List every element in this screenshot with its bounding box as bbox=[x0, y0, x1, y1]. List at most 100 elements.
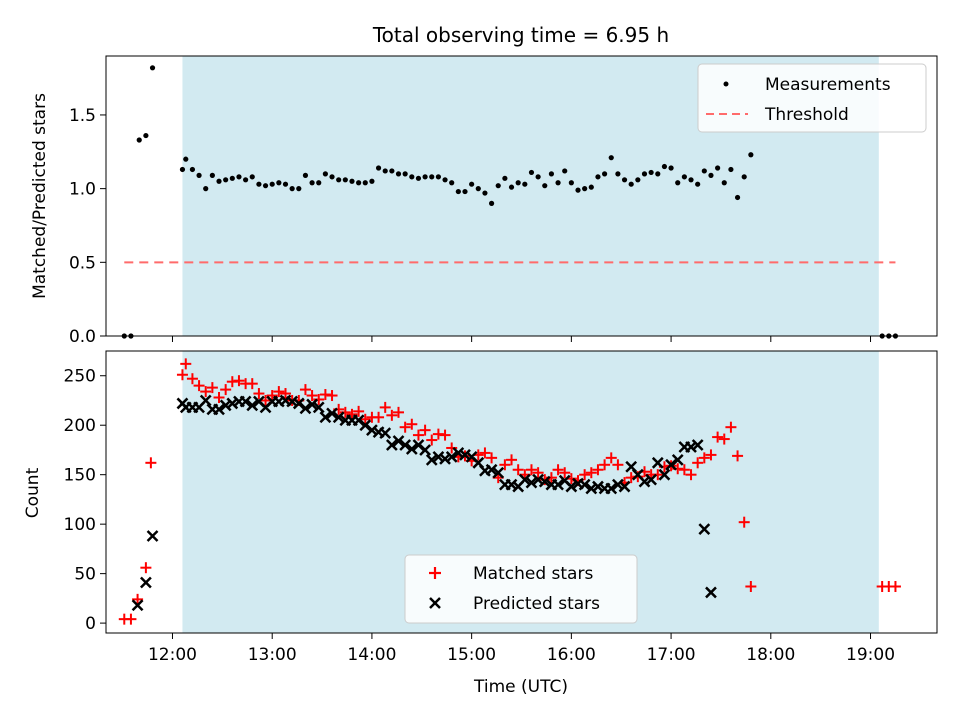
predicted-star-point bbox=[452, 447, 465, 459]
x-axis-label: Time (UTC) bbox=[473, 677, 568, 697]
legend-marker-matched bbox=[429, 567, 441, 579]
predicted-star-point bbox=[592, 480, 604, 493]
matched-star-point bbox=[605, 452, 617, 464]
matched-star-point bbox=[393, 406, 405, 418]
matched-star-point bbox=[486, 452, 498, 464]
top-y-axis-label: Matched/Predicted stars bbox=[30, 93, 50, 299]
matched-star-point bbox=[220, 384, 232, 396]
measurement-point bbox=[502, 175, 508, 181]
measurement-point bbox=[409, 174, 415, 180]
matched-star-point bbox=[386, 409, 398, 421]
x-tick-label: 12:00 bbox=[148, 645, 197, 665]
bottom-legend-box bbox=[404, 554, 638, 624]
matched-star-point bbox=[426, 434, 438, 446]
matched-star-point bbox=[125, 613, 137, 625]
measurement-point bbox=[655, 171, 661, 177]
matched-star-point bbox=[260, 394, 272, 406]
matched-star-point bbox=[346, 408, 358, 420]
bottom-y-tick-label: 100 bbox=[64, 515, 96, 535]
predicted-star-point bbox=[392, 435, 405, 447]
matched-star-point bbox=[419, 424, 431, 436]
bottom-plot-frame bbox=[105, 350, 938, 634]
matched-star-point bbox=[705, 449, 717, 461]
predicted-star-point bbox=[131, 599, 144, 612]
matched-star-point bbox=[399, 421, 411, 433]
matched-star-point bbox=[176, 369, 188, 381]
predicted-star-point bbox=[385, 439, 398, 451]
bottom-legend: Matched stars Predicted stars bbox=[404, 554, 638, 624]
measurement-point bbox=[681, 174, 687, 180]
predicted-star-point bbox=[445, 450, 458, 463]
matched-star-point bbox=[506, 454, 518, 466]
predicted-star-point bbox=[239, 395, 252, 408]
legend-label-measurements: Measurements bbox=[765, 75, 891, 95]
measurement-point bbox=[329, 174, 335, 180]
measurement-point bbox=[495, 183, 501, 189]
matched-star-point bbox=[512, 464, 524, 476]
measurement-point bbox=[356, 180, 362, 186]
predicted-star-point bbox=[552, 478, 564, 491]
predicted-star-point bbox=[286, 395, 299, 408]
predicted-star-point bbox=[691, 439, 704, 451]
measurement-point bbox=[542, 183, 548, 189]
measurement-point bbox=[243, 177, 249, 183]
measurement-point bbox=[449, 180, 455, 186]
measurement-point bbox=[302, 172, 309, 178]
measurement-point bbox=[209, 172, 215, 178]
measurement-point bbox=[575, 187, 581, 193]
matched-star-point bbox=[889, 580, 901, 592]
matched-star-point bbox=[200, 386, 212, 398]
top-y-tick-label: 1.0 bbox=[69, 180, 96, 200]
measurement-point bbox=[435, 174, 441, 180]
matched-star-point bbox=[599, 459, 611, 471]
measurement-point bbox=[621, 177, 628, 183]
measurement-point bbox=[136, 137, 142, 143]
predicted-star-point bbox=[399, 439, 412, 451]
matched-star-point bbox=[180, 358, 192, 370]
matched-star-point bbox=[213, 392, 225, 404]
legend-label-matched: Matched stars bbox=[473, 564, 593, 584]
matched-star-point bbox=[738, 516, 750, 528]
matched-star-point bbox=[412, 429, 424, 441]
predicted-star-point bbox=[419, 444, 431, 456]
matched-star-point bbox=[712, 431, 724, 443]
measurement-point bbox=[223, 177, 229, 183]
top-y-tick-label: 1.5 bbox=[69, 106, 96, 126]
matched-star-point bbox=[499, 459, 511, 471]
matched-star-point bbox=[446, 442, 458, 454]
x-tick-label: 19:00 bbox=[846, 645, 895, 665]
predicted-star-point bbox=[518, 473, 531, 486]
measurement-point bbox=[515, 180, 521, 186]
measurement-point bbox=[675, 180, 681, 186]
matched-star-point bbox=[559, 467, 571, 479]
measurement-point bbox=[309, 180, 315, 186]
measurement-point bbox=[668, 165, 674, 171]
predicted-star-point bbox=[432, 450, 445, 463]
matched-star-point bbox=[592, 464, 604, 476]
legend-marker-measurements bbox=[723, 81, 729, 87]
measurement-point bbox=[608, 155, 614, 161]
measurement-point bbox=[249, 174, 255, 180]
measurement-point bbox=[382, 168, 388, 174]
predicted-star-point bbox=[485, 463, 498, 476]
top-panel: 0.0 0.5 1.0 1.5 Matched/Predicted stars Mea… bbox=[30, 55, 938, 347]
matched-star-point bbox=[132, 593, 144, 605]
matched-star-point bbox=[745, 580, 757, 592]
matched-star-point bbox=[439, 429, 451, 441]
matched-star-point bbox=[685, 469, 697, 481]
legend-label-threshold: Threshold bbox=[764, 105, 849, 125]
measurement-point bbox=[336, 177, 342, 183]
matched-star-point bbox=[612, 459, 624, 471]
measurement-point bbox=[715, 165, 721, 171]
bottom-panel: 12:00 13:00 14:00 15:00 16:00 17:00 18:00 19:00… bbox=[23, 350, 938, 697]
predicted-star-point bbox=[651, 456, 664, 469]
predicted-star-point bbox=[645, 473, 658, 486]
measurement-point bbox=[282, 181, 289, 187]
matched-star-point bbox=[732, 450, 744, 462]
measurement-point bbox=[262, 183, 269, 189]
measurement-point bbox=[422, 174, 428, 180]
predicted-star-point bbox=[366, 424, 378, 437]
measurement-point bbox=[216, 178, 222, 184]
x-tick-label: 16:00 bbox=[547, 645, 596, 665]
matched-star-point bbox=[585, 467, 597, 479]
